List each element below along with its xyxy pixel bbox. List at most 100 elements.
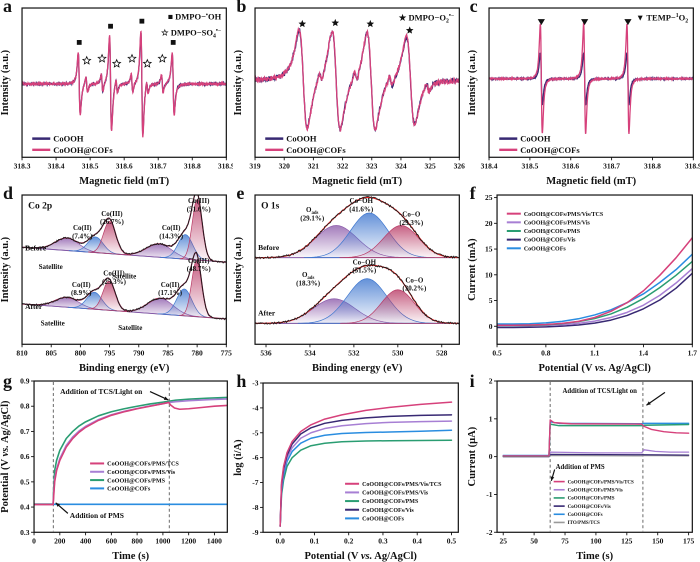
svg-text:795: 795	[104, 349, 115, 358]
svg-text:(51.6%): (51.6%)	[187, 206, 212, 214]
svg-text:Intensity (a.u.): Intensity (a.u.)	[0, 237, 11, 303]
svg-text:0.5: 0.5	[20, 477, 30, 486]
svg-text:0.8: 0.8	[541, 349, 551, 358]
svg-text:-5: -5	[253, 428, 259, 437]
panel-h-chart: 0.0 0.1 0.2 0.3 0.4 0.5 -9 -8 -7 -6 -5 -4 -3 Potentia…	[233, 374, 467, 562]
svg-text:0.6: 0.6	[20, 452, 30, 461]
svg-text:CoOOH: CoOOH	[53, 134, 84, 144]
svg-text:50: 50	[530, 536, 538, 545]
panel-i-chart: 25 50 75 100 125 150 175 -2 -1 0 1 2 Time (s) Current…	[466, 374, 700, 562]
svg-text:Satellite: Satellite	[118, 324, 142, 332]
svg-text:0.3: 0.3	[379, 536, 389, 545]
svg-text:25: 25	[499, 536, 507, 545]
svg-text:Oads: Oads	[302, 271, 315, 281]
panel-g-chart: 0 200 400 600 800 1000 1200 1400 0.3 0.4 0.5 0.6 0.7…	[0, 374, 234, 562]
svg-text:Addition of TCS/Light on: Addition of TCS/Light on	[60, 387, 143, 396]
svg-text:318.8: 318.8	[644, 161, 661, 170]
svg-text:Satellite: Satellite	[112, 273, 136, 281]
svg-text:321: 321	[308, 161, 319, 170]
svg-text:Magnetic field (mT): Magnetic field (mT)	[313, 176, 403, 187]
svg-text:-3: -3	[253, 378, 259, 387]
svg-text:CoOOH@COFs/Vis: CoOOH@COFs/Vis	[567, 505, 610, 510]
svg-text:2: 2	[488, 376, 492, 385]
svg-text:(17.1%): (17.1%)	[158, 289, 183, 297]
svg-text:Potential (V vs. Ag/AgCl): Potential (V vs. Ag/AgCl)	[0, 400, 11, 513]
svg-text:Intensity (a.u.): Intensity (a.u.)	[0, 49, 11, 115]
svg-text:Intensity (a.u.): Intensity (a.u.)	[467, 49, 478, 115]
panel-f-chart: 0.5 0.8 1.1 1.4 1.7 0 5 10 15 20 25 Potential (V vs…	[466, 187, 700, 375]
svg-text:0.5: 0.5	[492, 349, 502, 358]
svg-text:528: 528	[436, 349, 447, 358]
svg-text:324: 324	[396, 161, 407, 170]
svg-text:810: 810	[16, 349, 27, 358]
svg-text:1.7: 1.7	[687, 349, 697, 358]
svg-text:(14.3%): (14.3%)	[159, 233, 184, 241]
svg-text:(8.9%): (8.9%)	[71, 289, 92, 297]
panel-h: h 0.0 0.1 0.2 0.3 0.4 0.5 -9 -8 -7 -6 -5 -4 -3 Potent…	[233, 371, 467, 562]
svg-text:320: 320	[279, 161, 290, 170]
svg-text:CoOOH@COFs: CoOOH@COFs	[287, 145, 347, 155]
svg-text:log (i/A): log (i/A)	[233, 439, 244, 476]
svg-text:-7: -7	[253, 478, 259, 487]
panel-h-letter: h	[236, 370, 247, 391]
svg-text:(48.7%): (48.7%)	[187, 266, 212, 274]
svg-text:☆ DMPO−SO4•−: ☆ DMPO−SO4•−	[161, 27, 221, 39]
svg-text:CoOOH@COFs/Vis: CoOOH@COFs/Vis	[523, 238, 575, 244]
svg-text:Satellite: Satellite	[41, 320, 65, 328]
svg-text:318.9: 318.9	[685, 161, 700, 170]
svg-text:318.3: 318.3	[14, 161, 31, 170]
svg-text:175: 175	[683, 536, 694, 545]
svg-text:CoOOH@COFs/PMS: CoOOH@COFs/PMS	[107, 477, 166, 484]
svg-text:CoOOH@COFs/PMS/Vis: CoOOH@COFs/PMS/Vis	[567, 488, 622, 493]
svg-text:(26.7%): (26.7%)	[100, 219, 125, 227]
svg-text:150: 150	[652, 536, 663, 545]
panel-i: i 25 50 75 100 125 150 175 -2 -1 0 1 2 Time (s) Curre…	[466, 371, 700, 562]
svg-text:400: 400	[80, 536, 91, 545]
svg-text:-2: -2	[486, 527, 492, 536]
svg-text:CoOOH@COFs/PMS/Vis/TCS: CoOOH@COFs/PMS/Vis/TCS	[567, 480, 633, 485]
svg-text:▼ TEMP−1O2: ▼ TEMP−1O2	[636, 12, 688, 24]
svg-text:1400: 1400	[207, 536, 222, 545]
svg-text:Before: Before	[258, 243, 280, 252]
svg-text:Oads: Oads	[306, 206, 319, 216]
svg-text:0.5: 0.5	[447, 536, 457, 545]
svg-text:CoOOH@COFs/PMS/Vis: CoOOH@COFs/PMS/Vis	[362, 490, 429, 496]
svg-text:Co(III): Co(III)	[188, 257, 210, 265]
panel-a: a 318.3 318.4 318.5 318.6 318.7 318.8 318.9 Mag…	[0, 0, 234, 188]
svg-text:Co−O: Co−O	[406, 277, 425, 285]
svg-text:CoOOH@COFs/PMS: CoOOH@COFs/PMS	[362, 499, 419, 505]
svg-text:1: 1	[488, 414, 492, 423]
svg-text:Co(II): Co(II)	[73, 224, 92, 232]
svg-text:318.6: 318.6	[562, 161, 579, 170]
svg-text:318.4: 318.4	[48, 161, 65, 170]
svg-text:Addition of PMS: Addition of PMS	[70, 511, 124, 520]
svg-text:75: 75	[561, 536, 569, 545]
svg-text:CoOOH@COFs/PMS: CoOOH@COFs/PMS	[567, 496, 614, 501]
svg-text:CoOOH@COFs: CoOOH@COFs	[362, 516, 405, 522]
svg-text:CoOOH@COFs/PMS: CoOOH@COFs/PMS	[523, 229, 580, 235]
svg-text:1.4: 1.4	[638, 349, 648, 358]
svg-text:Intensity (a.u.): Intensity (a.u.)	[233, 237, 244, 303]
svg-text:0: 0	[488, 322, 492, 331]
svg-text:322: 322	[337, 161, 348, 170]
svg-text:Co−OH: Co−OH	[350, 198, 374, 206]
panel-g-letter: g	[3, 370, 12, 391]
panel-d-letter: d	[3, 183, 14, 204]
svg-text:318.4: 318.4	[480, 161, 497, 170]
svg-text:805: 805	[46, 349, 57, 358]
svg-text:0.1: 0.1	[310, 536, 320, 545]
svg-text:318.8: 318.8	[184, 161, 201, 170]
svg-text:318.5: 318.5	[82, 161, 99, 170]
svg-text:-6: -6	[253, 453, 259, 462]
svg-text:318.7: 318.7	[150, 161, 167, 170]
svg-text:Co 2p: Co 2p	[28, 202, 52, 212]
svg-text:326: 326	[454, 161, 465, 170]
svg-text:532: 532	[349, 349, 360, 358]
svg-text:534: 534	[305, 349, 316, 358]
svg-text:-1: -1	[486, 490, 492, 499]
svg-text:Co(III): Co(III)	[101, 210, 123, 218]
svg-text:200: 200	[54, 536, 65, 545]
svg-text:CoOOH@COFs/PMS/Vis: CoOOH@COFs/PMS/Vis	[523, 221, 590, 227]
svg-text:-9: -9	[253, 527, 259, 536]
svg-text:(18.3%): (18.3%)	[297, 280, 322, 288]
